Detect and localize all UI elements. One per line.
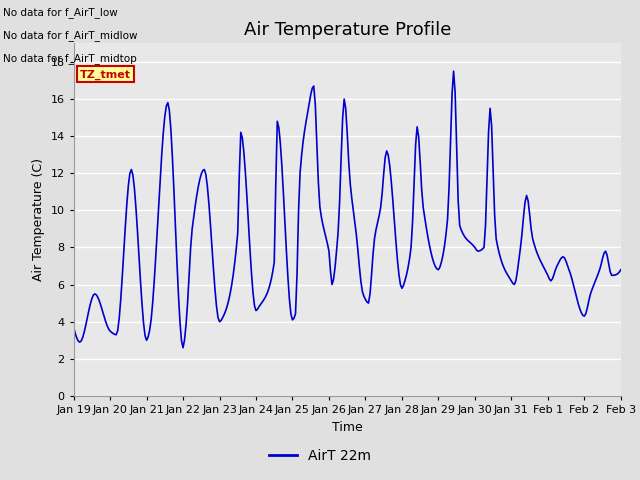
Title: Air Temperature Profile: Air Temperature Profile: [243, 21, 451, 39]
X-axis label: Time: Time: [332, 420, 363, 433]
Text: No data for f_AirT_low: No data for f_AirT_low: [3, 7, 118, 18]
Legend: AirT 22m: AirT 22m: [264, 443, 376, 468]
Y-axis label: Air Temperature (C): Air Temperature (C): [32, 158, 45, 281]
Text: TZ_tmet: TZ_tmet: [80, 69, 131, 80]
Text: No data for f_AirT_midlow: No data for f_AirT_midlow: [3, 30, 138, 41]
Text: No data for f_AirT_midtop: No data for f_AirT_midtop: [3, 53, 137, 64]
